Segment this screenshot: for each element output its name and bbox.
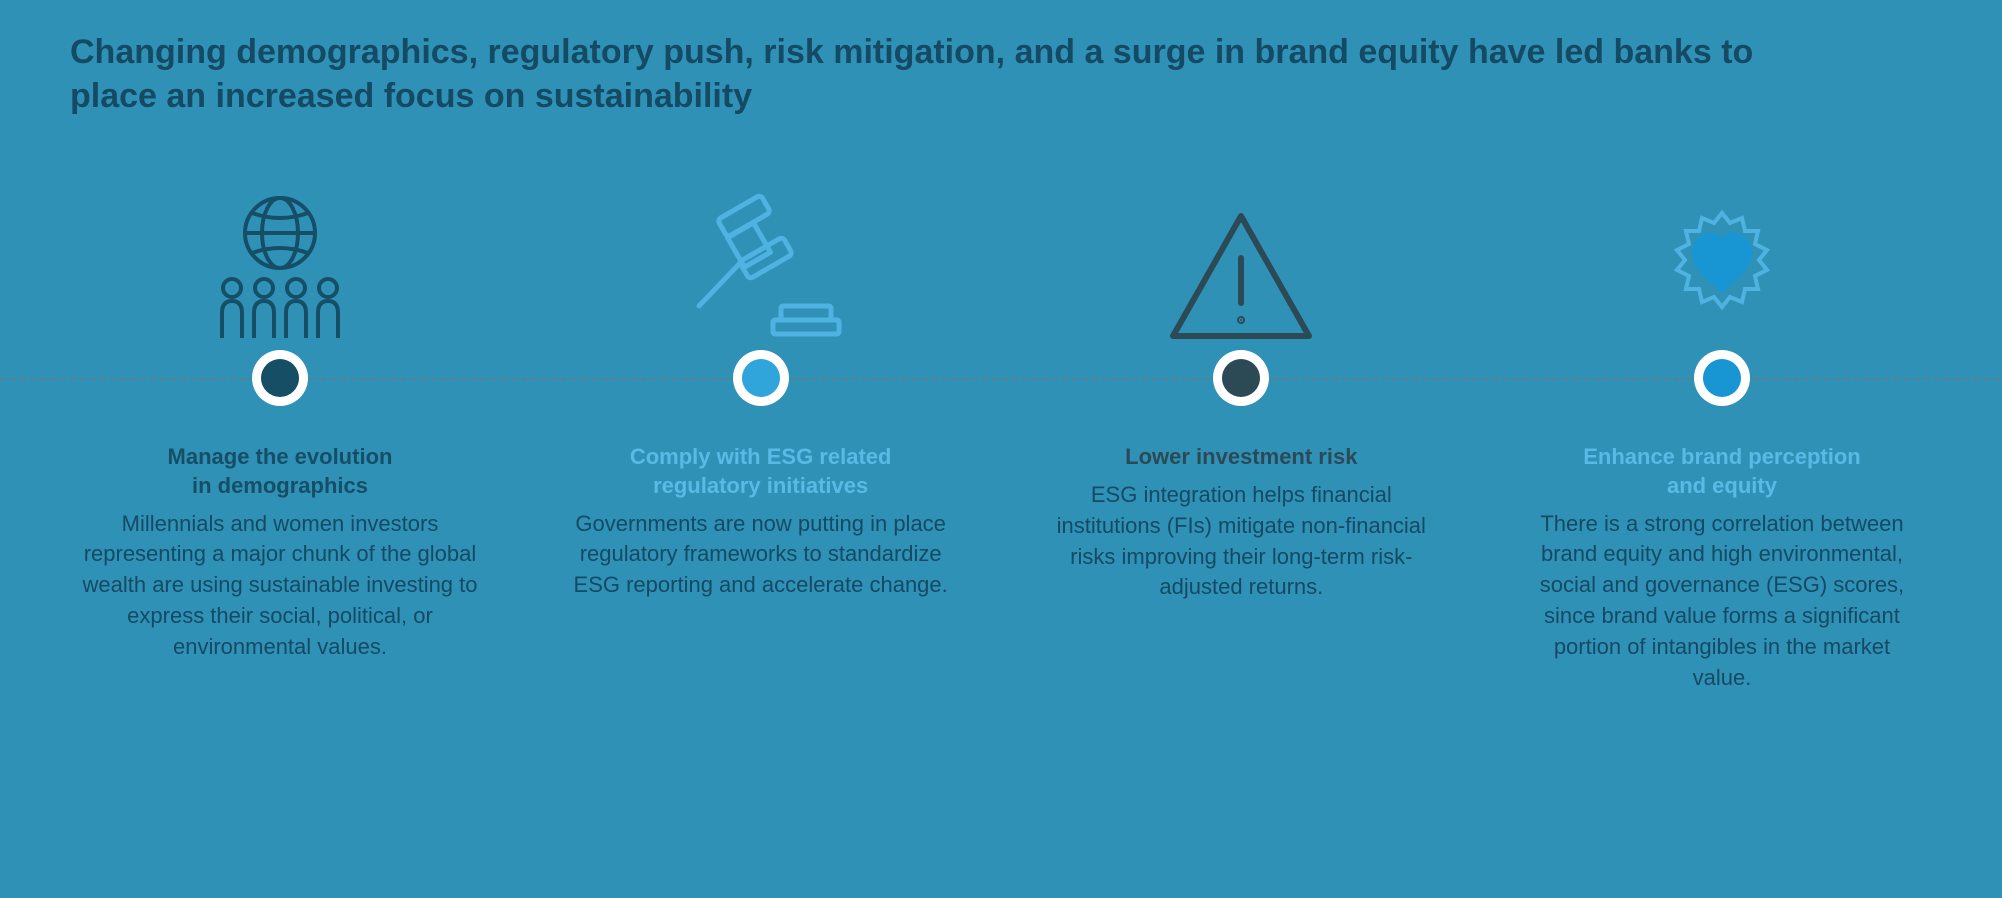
timeline-item-demographics: Manage the evolution in demographics Mil… [70, 188, 490, 693]
timeline-dot [1213, 350, 1269, 406]
page-headline: Changing demographics, regulatory push, … [70, 30, 1770, 118]
item-body-regulatory: Governments are now putting in place reg… [561, 509, 961, 601]
item-body-demographics: Millennials and women investors represen… [80, 509, 480, 663]
item-title-regulatory: Comply with ESG related regulatory initi… [561, 443, 961, 500]
item-title-risk: Lower investment risk [1041, 443, 1441, 472]
timeline-item-brand: Enhance brand perception and equity Ther… [1512, 188, 1932, 693]
item-body-brand: There is a strong correlation between br… [1522, 509, 1922, 694]
timeline-item-regulatory: Comply with ESG related regulatory initi… [551, 188, 971, 693]
item-title-brand: Enhance brand perception and equity [1522, 443, 1922, 500]
item-title-demographics: Manage the evolution in demographics [80, 443, 480, 500]
gavel-icon [671, 188, 851, 348]
timeline-item-risk: Lower investment risk ESG integration he… [1031, 188, 1451, 693]
warning-icon [1161, 188, 1321, 348]
timeline-dot [1694, 350, 1750, 406]
timeline: Manage the evolution in demographics Mil… [70, 188, 1932, 868]
heart-badge-icon [1647, 188, 1797, 348]
timeline-dot-inner [1222, 359, 1260, 397]
timeline-dot [733, 350, 789, 406]
globe-people-icon [200, 188, 360, 348]
item-body-risk: ESG integration helps financial institut… [1041, 480, 1441, 603]
timeline-dot-inner [261, 359, 299, 397]
timeline-dot-inner [1703, 359, 1741, 397]
timeline-dot-inner [742, 359, 780, 397]
timeline-dot [252, 350, 308, 406]
